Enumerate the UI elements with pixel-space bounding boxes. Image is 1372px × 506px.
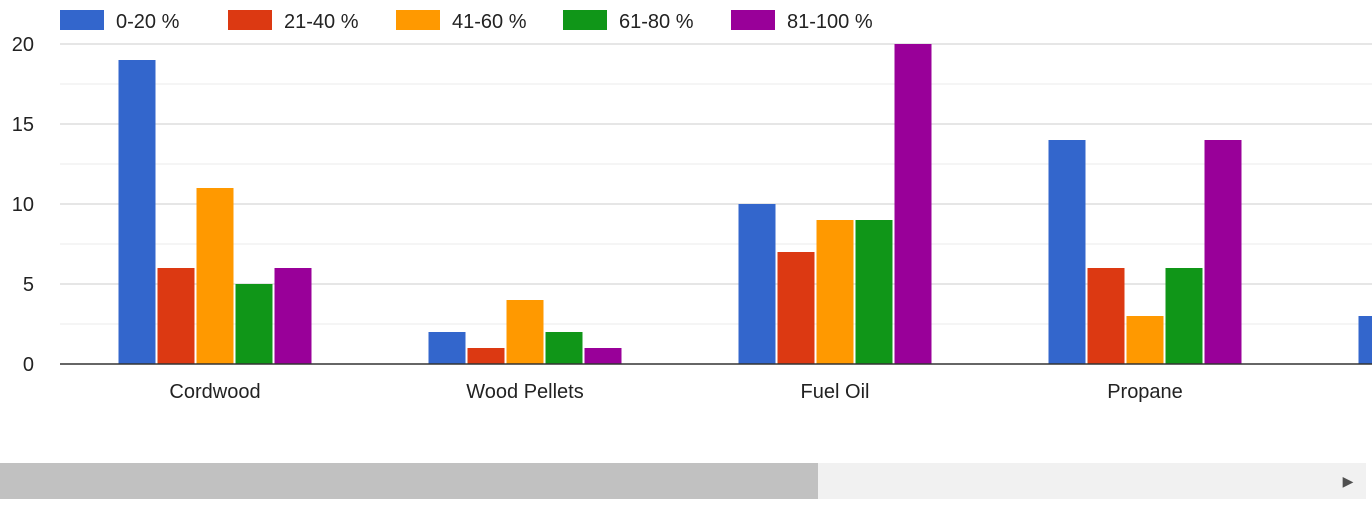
bar-fuel-oil-series-4[interactable]	[894, 44, 932, 364]
y-tick-label: 5	[23, 274, 34, 296]
bar-propane-series-3[interactable]	[1165, 268, 1203, 364]
y-tick-label: 10	[12, 194, 34, 216]
bar-cordwood-series-2[interactable]	[196, 188, 234, 364]
bar-cordwood-series-3[interactable]	[235, 284, 273, 364]
bar-cordwood-series-1[interactable]	[157, 268, 195, 364]
scroll-right-arrow-icon[interactable]: ▶	[1342, 472, 1354, 489]
bar-wood-pellets-series-1[interactable]	[467, 348, 505, 364]
bar-fuel-oil-series-1[interactable]	[777, 252, 815, 364]
legend-swatch	[563, 10, 607, 30]
bar-wood-pellets-series-0[interactable]	[428, 332, 466, 364]
legend: 0-20 % 21-40 % 41-60 % 61-80 % 81-100 %	[60, 10, 873, 33]
legend-label: 21-40 %	[284, 11, 359, 33]
bar-fuel-oil-series-0[interactable]	[738, 204, 776, 364]
bar-wood-pellets-series-2[interactable]	[506, 300, 544, 364]
y-tick-label: 15	[12, 114, 34, 136]
horizontal-scrollbar[interactable]: ▶	[0, 463, 1366, 499]
x-tick-label: Cordwood	[169, 381, 260, 403]
y-tick-label: 20	[12, 34, 34, 56]
x-tick-label: Fuel Oil	[801, 381, 870, 403]
bar-chart: 0 5 10 15 20 Cordwood Wood Pellets Fuel Oil Prop…	[12, 10, 1372, 403]
bar-category-4-series-0[interactable]	[1358, 316, 1372, 364]
legend-swatch	[60, 10, 104, 30]
legend-swatch	[228, 10, 272, 30]
legend-swatch	[731, 10, 775, 30]
legend-label: 41-60 %	[452, 11, 527, 33]
legend-label: 61-80 %	[619, 11, 694, 33]
y-tick-label: 0	[23, 354, 34, 376]
legend-label: 0-20 %	[116, 11, 180, 33]
bar-cordwood-series-0[interactable]	[118, 60, 156, 364]
bar-fuel-oil-series-2[interactable]	[816, 220, 854, 364]
x-tick-label: Wood Pellets	[466, 381, 583, 403]
bar-propane-series-2[interactable]	[1126, 316, 1164, 364]
bar-wood-pellets-series-3[interactable]	[545, 332, 583, 364]
bar-wood-pellets-series-4[interactable]	[584, 348, 622, 364]
legend-label: 81-100 %	[787, 11, 873, 33]
bar-cordwood-series-4[interactable]	[274, 268, 312, 364]
bars	[118, 44, 1372, 364]
bar-propane-series-0[interactable]	[1048, 140, 1086, 364]
axes: 0 5 10 15 20 Cordwood Wood Pellets Fuel Oil Prop…	[12, 34, 1372, 403]
bar-propane-series-1[interactable]	[1087, 268, 1125, 364]
bar-propane-series-4[interactable]	[1204, 140, 1242, 364]
bar-fuel-oil-series-3[interactable]	[855, 220, 893, 364]
x-tick-label: Propane	[1107, 381, 1183, 403]
scrollbar-thumb[interactable]	[0, 463, 818, 499]
legend-swatch	[396, 10, 440, 30]
